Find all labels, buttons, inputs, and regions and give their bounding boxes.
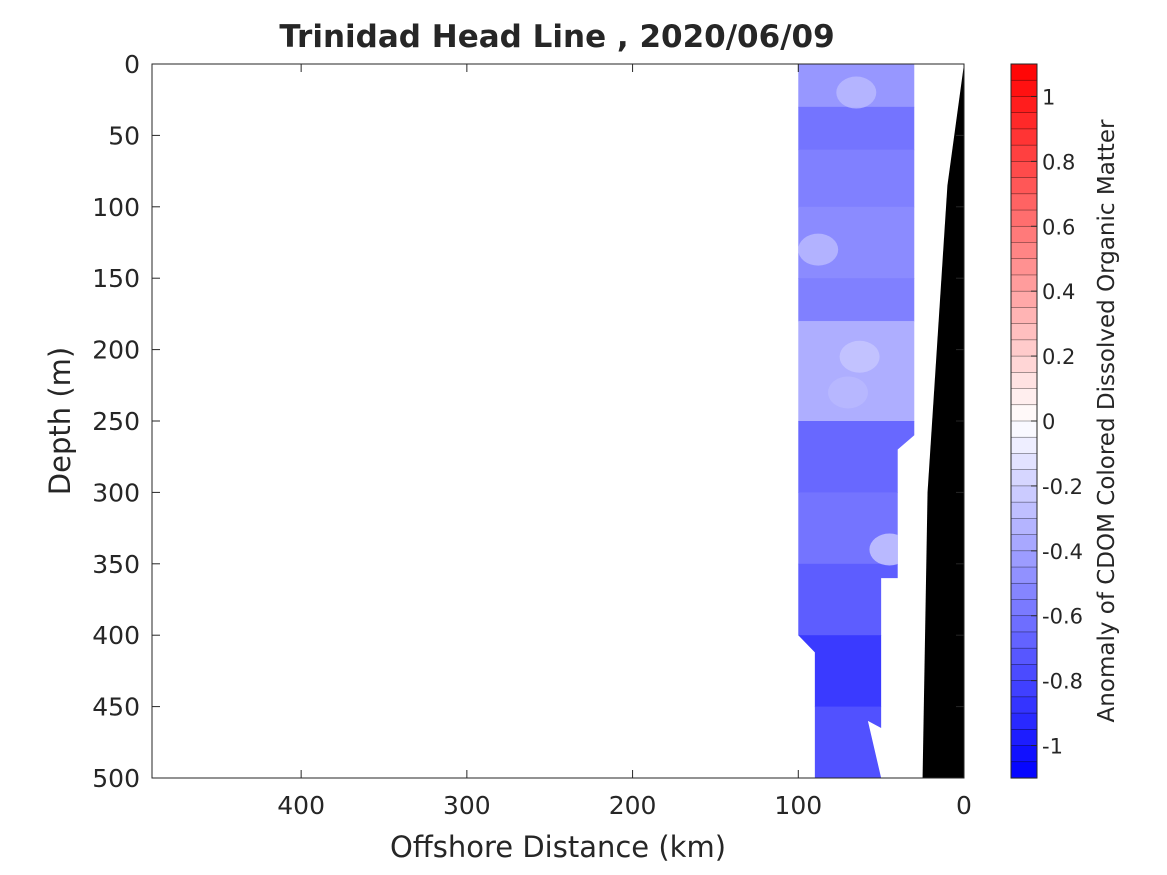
colorbar-label: Anomaly of CDOM Colored Dissolved Organi… <box>1094 119 1120 722</box>
colorbar-level <box>1010 177 1038 195</box>
colorbar-tick-label: -0.2 <box>1042 475 1083 499</box>
colorbar-level <box>1010 615 1038 633</box>
colorbar-level <box>1010 388 1038 406</box>
cdom-anomaly-field <box>798 64 915 778</box>
colorbar-level <box>1010 696 1038 714</box>
colorbar-tick-label: -0.8 <box>1042 670 1083 694</box>
plot-area: 0 50 100 150 200 250 300 350 400 450 500 400 300 200… <box>92 50 972 820</box>
colorbar: 1 0.8 0.6 0.4 0.2 0 -0.2 -0.4 -0.6 -0.8 -1 <box>1010 63 1083 779</box>
colorbar-level <box>1010 485 1038 503</box>
y-tick-label: 450 <box>92 693 140 722</box>
colorbar-level <box>1010 550 1038 568</box>
x-tick-label: 400 <box>277 791 325 820</box>
x-tick-label: 300 <box>443 791 491 820</box>
colorbar-level <box>1010 209 1038 227</box>
colorbar-level <box>1010 599 1038 617</box>
x-tick-label: 200 <box>609 791 657 820</box>
colorbar-level <box>1010 258 1038 276</box>
y-tick-label: 350 <box>92 550 140 579</box>
colorbar-level <box>1010 242 1038 260</box>
colorbar-level <box>1010 518 1038 536</box>
colorbar-level <box>1010 534 1038 552</box>
anomaly-patch-2 <box>828 376 868 409</box>
chart-title: Trinidad Head Line , 2020/06/09 <box>279 19 834 55</box>
y-tick-label: 0 <box>124 50 140 79</box>
y-tick-label: 150 <box>92 264 140 293</box>
colorbar-tick-label: 0.8 <box>1042 150 1075 174</box>
colorbar-level <box>1010 680 1038 698</box>
colorbar-level <box>1010 193 1038 211</box>
colorbar-tick-label: 0.6 <box>1042 215 1075 239</box>
colorbar-level <box>1010 664 1038 682</box>
colorbar-level <box>1010 420 1038 438</box>
colorbar-level <box>1010 761 1038 779</box>
colorbar-level <box>1010 225 1038 244</box>
colorbar-level <box>1010 436 1038 455</box>
colorbar-tick-label: 1 <box>1042 85 1055 109</box>
y-tick-label: 200 <box>92 336 140 365</box>
x-tick-label: 100 <box>774 791 822 820</box>
colorbar-level <box>1010 745 1038 763</box>
anomaly-patch-4 <box>836 76 877 109</box>
colorbar-level <box>1010 631 1038 649</box>
colorbar-level <box>1010 469 1038 487</box>
anomaly-band-4 <box>798 278 915 322</box>
anomaly-patch-0 <box>798 233 839 266</box>
colorbar-level <box>1010 712 1038 730</box>
anomaly-patch-1 <box>839 340 880 373</box>
colorbar-level <box>1010 453 1038 471</box>
colorbar-level <box>1010 566 1038 584</box>
colorbar-level <box>1010 161 1038 179</box>
y-tick-label: 300 <box>92 478 140 507</box>
colorbar-level <box>1010 372 1038 390</box>
colorbar-level <box>1010 323 1038 341</box>
colorbar-level <box>1010 729 1038 747</box>
y-axis-label: Depth (m) <box>43 347 77 495</box>
colorbar-level <box>1010 63 1038 81</box>
colorbar-tick-label: -0.6 <box>1042 605 1083 629</box>
colorbar-level <box>1010 501 1038 519</box>
colorbar-level <box>1010 339 1038 357</box>
y-tick-label: 400 <box>92 621 140 650</box>
anomaly-band-6 <box>798 421 915 493</box>
colorbar-level <box>1010 128 1038 146</box>
bathymetry-seafloor <box>922 64 964 778</box>
colorbar-level <box>1010 355 1038 373</box>
anomaly-band-2 <box>798 149 915 208</box>
colorbar-tick-label: 0 <box>1042 410 1055 434</box>
colorbar-level <box>1010 307 1038 325</box>
colorbar-tick-label: -0.4 <box>1042 540 1083 564</box>
colorbar-level <box>1010 144 1038 162</box>
colorbar-level <box>1010 647 1038 666</box>
anomaly-band-1 <box>798 106 915 151</box>
x-tick-label: 0 <box>956 791 972 820</box>
colorbar-tick-label: 0.4 <box>1042 280 1075 304</box>
y-tick-label: 500 <box>92 764 140 793</box>
colorbar-level <box>1010 582 1038 601</box>
colorbar-level <box>1010 404 1038 422</box>
colorbar-tick-label: 0.2 <box>1042 345 1075 369</box>
colorbar-level <box>1010 96 1038 114</box>
colorbar-level <box>1010 274 1038 292</box>
colorbar-level <box>1010 112 1038 130</box>
y-tick-label: 50 <box>108 121 140 150</box>
y-tick-label: 250 <box>92 407 140 436</box>
colorbar-tick-label: -1 <box>1042 735 1063 759</box>
x-axis-label: Offshore Distance (km) <box>390 830 726 864</box>
colorbar-level <box>1010 290 1038 309</box>
y-axis-ticks: 0 50 100 150 200 250 300 350 400 450 500 <box>92 50 964 793</box>
x-axis-ticks: 400 300 200 100 0 <box>277 64 972 820</box>
colorbar-level <box>1010 79 1038 98</box>
y-tick-label: 100 <box>92 193 140 222</box>
